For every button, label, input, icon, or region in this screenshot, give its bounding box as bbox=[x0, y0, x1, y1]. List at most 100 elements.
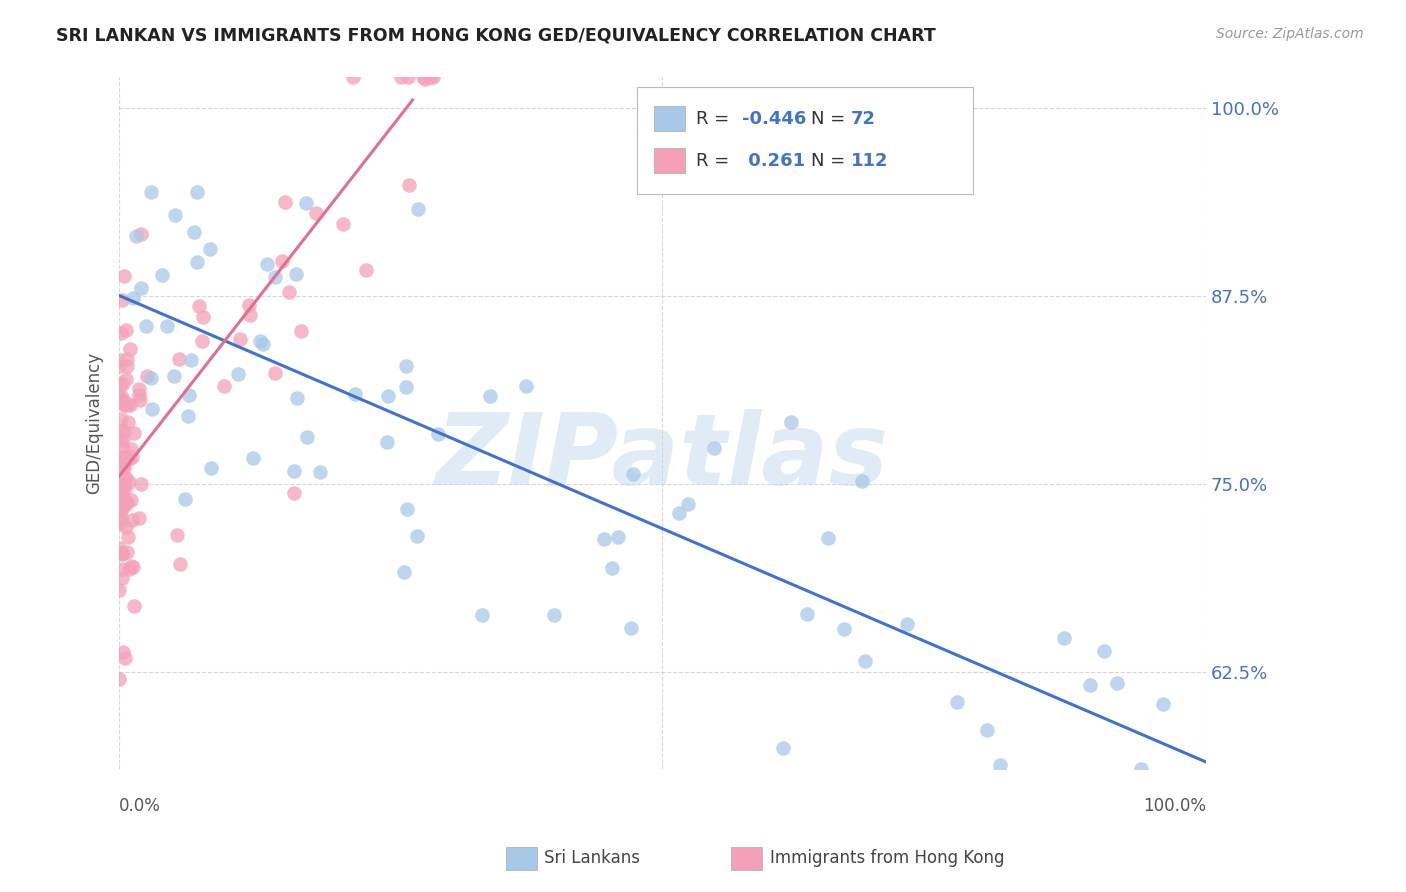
Point bbox=[111, 441, 134, 455]
Point bbox=[212, 379, 235, 393]
Point bbox=[150, 268, 173, 282]
Point bbox=[112, 395, 135, 409]
Point bbox=[111, 571, 134, 585]
Point bbox=[110, 376, 132, 391]
Point bbox=[108, 482, 131, 496]
Point bbox=[668, 506, 690, 520]
Point bbox=[332, 217, 354, 231]
Point bbox=[471, 607, 494, 622]
Point bbox=[135, 319, 157, 334]
Point bbox=[108, 672, 131, 686]
Point bbox=[406, 529, 429, 543]
Point bbox=[112, 398, 135, 412]
Point bbox=[111, 485, 134, 500]
Point bbox=[112, 493, 135, 508]
Point bbox=[122, 559, 145, 574]
Point bbox=[976, 723, 998, 738]
Text: -0.446: -0.446 bbox=[742, 110, 807, 128]
Point bbox=[305, 206, 328, 220]
Text: Immigrants from Hong Kong: Immigrants from Hong Kong bbox=[770, 849, 1005, 867]
Point bbox=[111, 293, 134, 307]
Point bbox=[129, 227, 152, 241]
Point bbox=[110, 497, 132, 511]
Point bbox=[121, 450, 143, 464]
Point bbox=[111, 479, 134, 493]
Point bbox=[413, 71, 436, 86]
Point bbox=[186, 185, 208, 199]
Point bbox=[120, 493, 142, 508]
Point bbox=[277, 285, 299, 299]
Point bbox=[108, 583, 131, 598]
Point bbox=[1152, 697, 1174, 711]
Point bbox=[110, 411, 132, 425]
Point bbox=[110, 479, 132, 493]
Point bbox=[110, 450, 132, 464]
Point bbox=[419, 70, 441, 85]
Text: N =: N = bbox=[811, 110, 851, 128]
Point bbox=[122, 291, 145, 305]
Point bbox=[115, 351, 138, 366]
Text: R =: R = bbox=[696, 110, 735, 128]
Point bbox=[239, 308, 262, 322]
Text: 0.261: 0.261 bbox=[742, 152, 806, 169]
Point bbox=[112, 425, 135, 439]
Point bbox=[114, 651, 136, 665]
Point bbox=[111, 501, 134, 516]
Text: R =: R = bbox=[696, 152, 735, 169]
Point bbox=[115, 520, 138, 534]
Point bbox=[136, 369, 159, 384]
Point bbox=[115, 471, 138, 485]
Point bbox=[186, 255, 208, 269]
Point bbox=[108, 482, 131, 496]
Point bbox=[122, 426, 145, 441]
Point bbox=[111, 500, 134, 514]
Point bbox=[115, 497, 138, 511]
Point bbox=[163, 369, 186, 384]
Point bbox=[129, 393, 152, 408]
Point bbox=[832, 622, 855, 636]
Point bbox=[110, 509, 132, 524]
Point bbox=[169, 557, 191, 571]
Point bbox=[128, 510, 150, 524]
Point bbox=[118, 562, 141, 576]
Point bbox=[422, 70, 444, 85]
Point bbox=[111, 390, 134, 404]
Point bbox=[141, 401, 163, 416]
Point bbox=[166, 527, 188, 541]
Point bbox=[395, 380, 418, 394]
Point bbox=[111, 392, 134, 407]
Point bbox=[479, 389, 502, 403]
Point bbox=[285, 391, 308, 405]
Point bbox=[110, 494, 132, 508]
Point bbox=[121, 512, 143, 526]
Point bbox=[396, 70, 419, 85]
Point bbox=[108, 392, 131, 406]
Point bbox=[270, 254, 292, 268]
Point bbox=[112, 457, 135, 471]
Point bbox=[110, 452, 132, 467]
Point bbox=[120, 442, 142, 456]
Point bbox=[117, 415, 139, 429]
Point bbox=[117, 545, 139, 559]
Point bbox=[120, 398, 142, 412]
Point bbox=[263, 366, 285, 380]
Point bbox=[377, 435, 399, 450]
Text: 0.0%: 0.0% bbox=[120, 797, 162, 815]
Point bbox=[118, 475, 141, 489]
Point bbox=[1092, 644, 1115, 658]
Point bbox=[283, 485, 305, 500]
Point bbox=[295, 196, 318, 211]
Point bbox=[110, 494, 132, 508]
Point bbox=[772, 740, 794, 755]
Point bbox=[780, 415, 803, 429]
Point bbox=[139, 371, 162, 385]
Point bbox=[703, 441, 725, 455]
Text: Source: ZipAtlas.com: Source: ZipAtlas.com bbox=[1216, 27, 1364, 41]
Point bbox=[408, 202, 430, 216]
Text: SRI LANKAN VS IMMIGRANTS FROM HONG KONG GED/EQUIVALENCY CORRELATION CHART: SRI LANKAN VS IMMIGRANTS FROM HONG KONG … bbox=[56, 27, 936, 45]
Point bbox=[354, 263, 377, 277]
Text: Sri Lankans: Sri Lankans bbox=[544, 849, 640, 867]
Point bbox=[112, 450, 135, 465]
Point bbox=[285, 267, 308, 281]
Point bbox=[676, 497, 699, 511]
